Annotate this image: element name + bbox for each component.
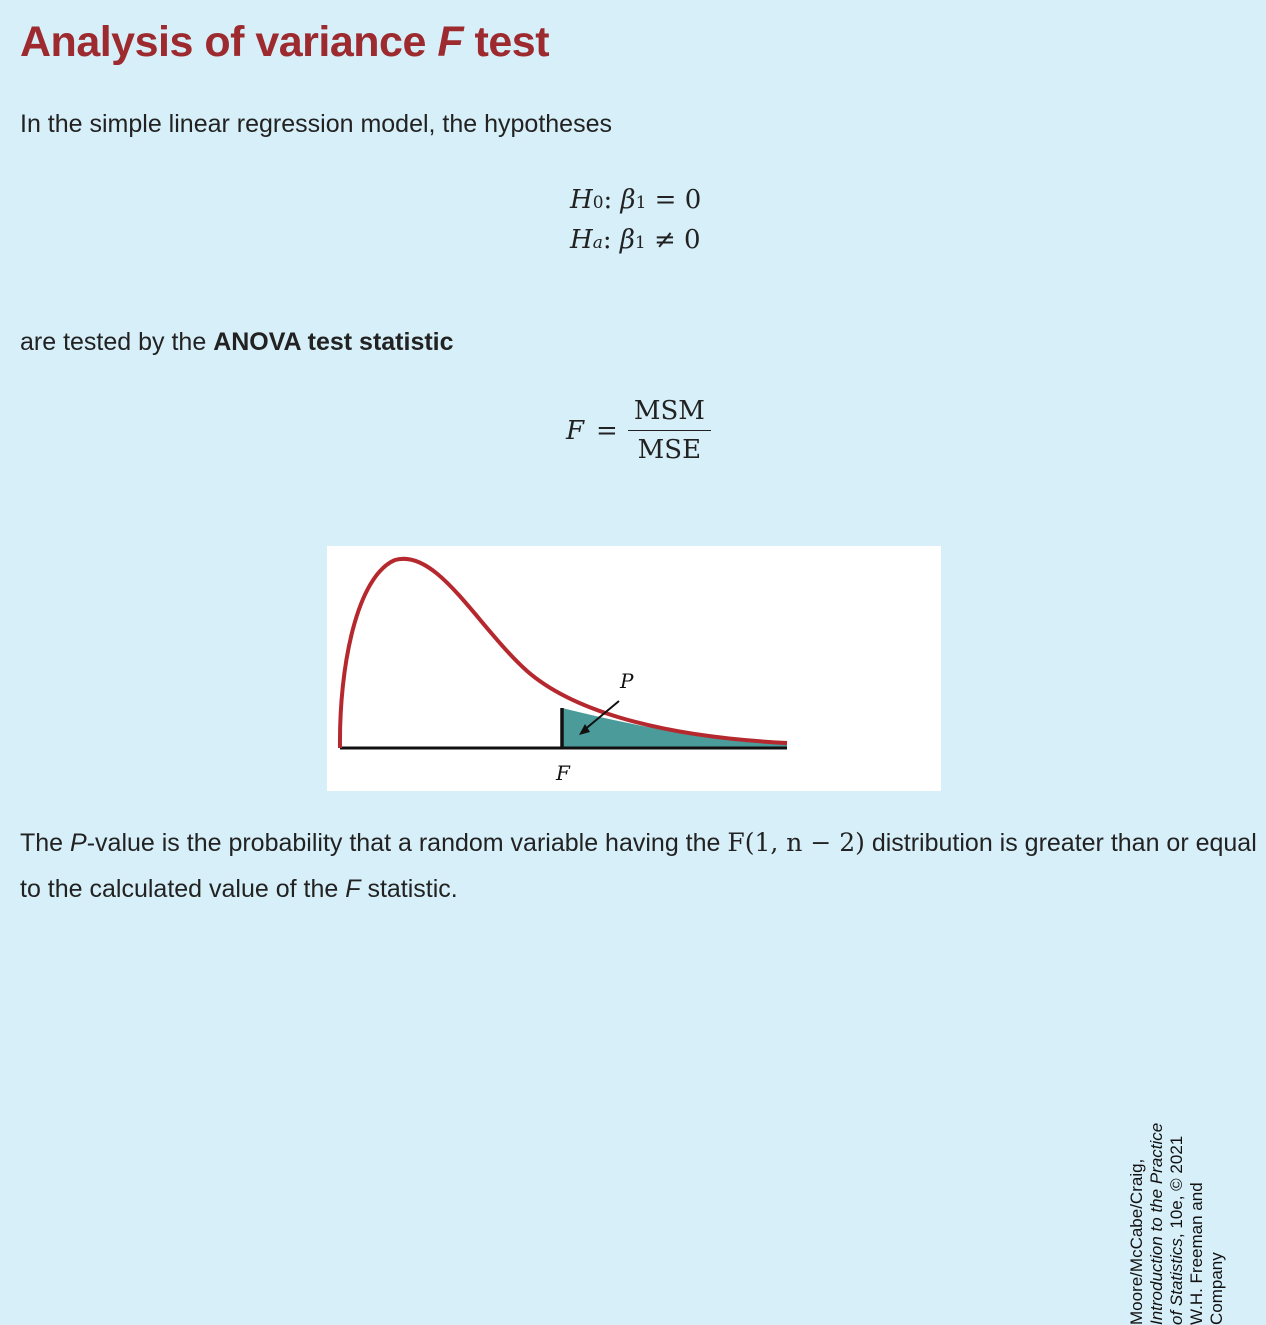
intro-text: In the simple linear regression model, t… — [20, 110, 612, 138]
formula-denominator: MSE — [637, 435, 702, 465]
conclusion-text: The P-value is the probability that a ra… — [20, 828, 1257, 903]
formula-equals: = — [596, 415, 618, 446]
p-arrowhead — [579, 724, 590, 735]
formula-numerator: MSM — [627, 396, 711, 431]
formula-lhs: F — [566, 415, 585, 446]
f-distribution-figure: P F Moore/McCabe/Craig, Introduction to … — [327, 546, 1226, 1325]
f-label: F — [555, 761, 571, 785]
f-statistic-formula: F = MSM MSE — [566, 396, 711, 465]
density-curve — [337, 556, 788, 749]
f-distribution-svg: P F — [337, 556, 788, 785]
p-label: P — [619, 669, 634, 693]
tested-by-text: are tested by the ANOVA test statistic — [20, 328, 454, 356]
p-arrow — [582, 700, 620, 732]
image-credit: Moore/McCabe/Craig, Introduction to the … — [1127, 1122, 1226, 1325]
anova-statistic-term: ANOVA test statistic — [213, 328, 454, 356]
p-value-shaded-area — [562, 708, 787, 748]
formula-fraction: MSM MSE — [627, 396, 711, 465]
f-distribution-notation: F(1, n − 2) — [727, 828, 865, 857]
title-f-italic: F — [437, 18, 464, 66]
page-title: Analysis of variance F test — [20, 18, 550, 66]
